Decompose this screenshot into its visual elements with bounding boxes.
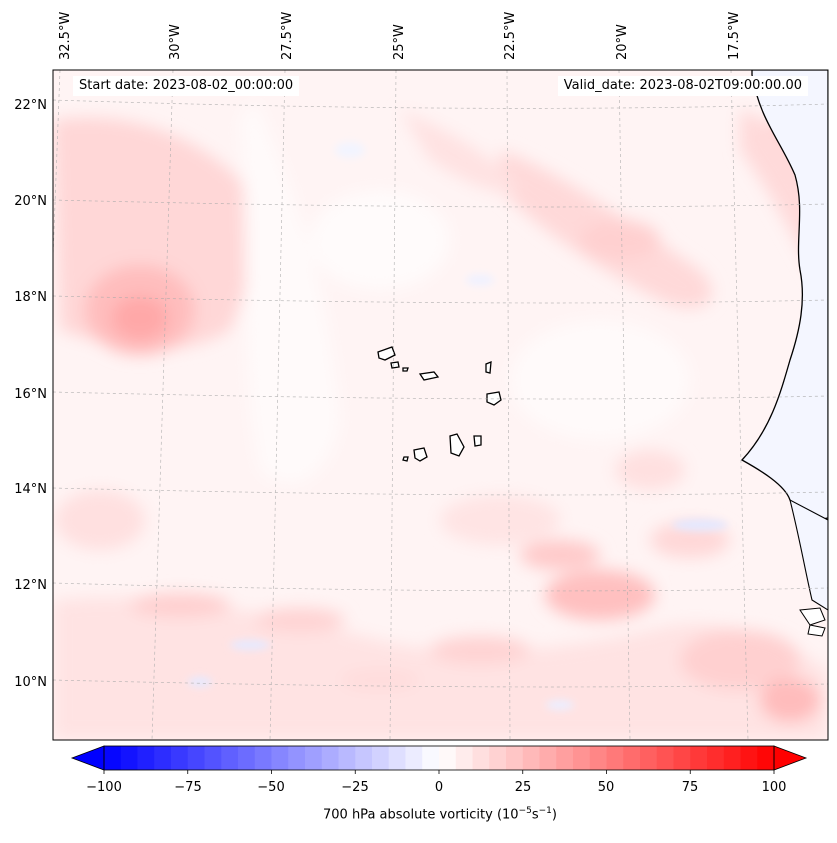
- colorbar-extend-min: [70, 745, 105, 771]
- colorbar-bin: [723, 746, 742, 770]
- colorbar-bin: [204, 746, 222, 770]
- colorbar: [70, 745, 808, 774]
- lon-label-20w: 20°W: [615, 24, 630, 60]
- colorbar-title: 700 hPa absolute vorticity (10−5s−1): [323, 806, 557, 823]
- lon-label-17-5w: 17.5°W: [727, 11, 742, 60]
- lat-label-16n: 16°N: [14, 387, 47, 402]
- colorbar-bin: [656, 746, 675, 770]
- colorbar-tick-label: −100: [86, 780, 122, 795]
- cape-verde-islands: [377, 346, 502, 462]
- lat-label-20n: 20°N: [14, 194, 47, 209]
- colorbar-bin: [422, 746, 440, 770]
- senegal-gambia-coast: [789, 498, 828, 611]
- colorbar-bin: [707, 746, 725, 770]
- colorbar-bin: [556, 746, 574, 770]
- colorbar-tick-label: −25: [341, 780, 369, 795]
- vorticity-blobs: [53, 100, 828, 740]
- lon-label-25w: 25°W: [392, 24, 407, 60]
- colorbar-bin: [305, 746, 323, 770]
- colorbar-bin: [455, 746, 474, 770]
- lon-label-27-5w: 27.5°W: [280, 11, 295, 60]
- colorbar-bin: [254, 746, 273, 770]
- lat-label-18n: 18°N: [14, 290, 47, 305]
- colorbar-tick-label: 75: [681, 780, 699, 795]
- colorbar-bin: [271, 746, 289, 770]
- colorbar-bin: [573, 746, 591, 770]
- colorbar-bin: [489, 746, 507, 770]
- colorbar-bin: [623, 746, 641, 770]
- colorbar-bin: [439, 746, 457, 770]
- lon-label-22-5w: 22.5°W: [503, 11, 518, 60]
- colorbar-tick-label: 25: [514, 780, 532, 795]
- colorbar-bin: [740, 746, 758, 770]
- bijagos-islands: [799, 607, 826, 637]
- colorbar-bin: [673, 746, 691, 770]
- colorbar-bin: [757, 746, 775, 770]
- lat-label-22n: 22°N: [14, 98, 47, 113]
- colorbar-bin: [690, 746, 708, 770]
- colorbar-bin: [338, 746, 356, 770]
- graticule: [53, 70, 828, 740]
- colorbar-bin: [171, 746, 189, 770]
- map-frame: [52, 69, 829, 741]
- lat-label-14n: 14°N: [14, 482, 47, 497]
- colorbar-bin: [606, 746, 624, 770]
- colorbar-bin: [640, 746, 658, 770]
- colorbar-bin: [288, 746, 306, 770]
- colorbar-bin: [120, 746, 139, 770]
- colorbar-bin: [238, 746, 256, 770]
- valid-date-label: Valid_date: 2023-08-02T09:00:00.00: [557, 76, 808, 96]
- colorbar-tick-marks: [103, 770, 775, 774]
- colorbar-bin: [539, 746, 557, 770]
- colorbar-bin: [405, 746, 423, 770]
- colorbar-bin: [472, 746, 490, 770]
- start-date-label: Start date: 2023-08-02_00:00:00: [73, 76, 300, 96]
- colorbar-bin: [321, 746, 340, 770]
- colorbar-bin: [104, 746, 122, 770]
- colorbar-bin: [372, 746, 390, 770]
- colorbar-bin: [522, 746, 541, 770]
- lon-label-30w: 30°W: [168, 24, 183, 60]
- colorbar-bin: [187, 746, 206, 770]
- colorbar-tick-label: 0: [434, 780, 444, 795]
- vorticity-field: [53, 70, 828, 740]
- lat-label-12n: 12°N: [14, 578, 47, 593]
- colorbar-bin: [388, 746, 407, 770]
- colorbar-bin: [506, 746, 524, 770]
- colorbar-bins: [104, 746, 775, 770]
- colorbar-bin: [154, 746, 172, 770]
- colorbar-tick-label: −50: [257, 780, 285, 795]
- lon-label-32-5w: 32.5°W: [58, 11, 73, 60]
- colorbar-tick-label: 50: [597, 780, 615, 795]
- colorbar-bin: [355, 746, 373, 770]
- colorbar-tick-label: 100: [761, 780, 787, 795]
- colorbar-tick-label: −75: [174, 780, 202, 795]
- colorbar-bin: [137, 746, 155, 770]
- lat-label-10n: 10°N: [14, 675, 47, 690]
- colorbar-bin: [589, 746, 608, 770]
- colorbar-bin: [221, 746, 239, 770]
- colorbar-extend-max: [773, 745, 808, 771]
